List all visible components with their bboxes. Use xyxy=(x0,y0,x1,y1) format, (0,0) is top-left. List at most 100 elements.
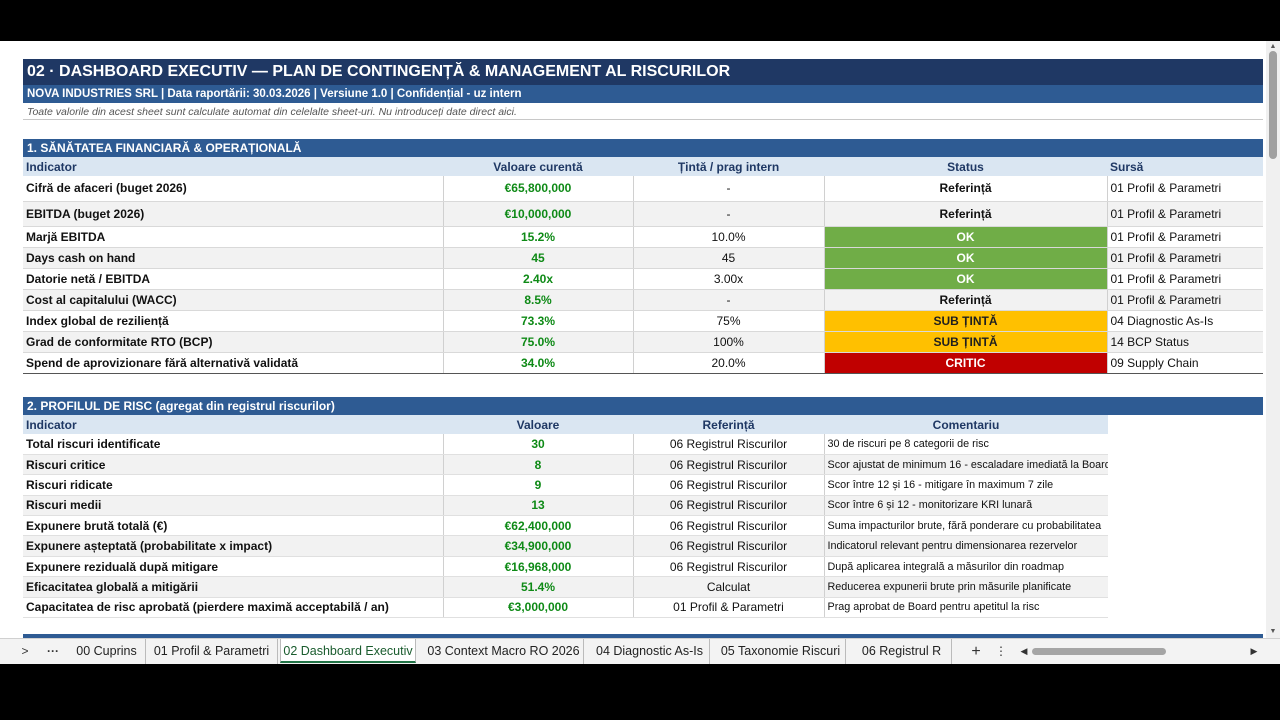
value-cell[interactable]: 75.0% xyxy=(442,331,633,353)
indicator-cell[interactable]: Cifră de afaceri (buget 2026) xyxy=(23,176,443,202)
reference-cell[interactable]: 01 Profil & Parametri xyxy=(632,597,824,619)
source-cell[interactable]: 01 Profil & Parametri xyxy=(1106,268,1263,290)
col-comment[interactable]: Comentariu xyxy=(824,415,1108,434)
worksheet-area[interactable]: 02 · DASHBOARD EXECUTIV — PLAN DE CONTIN… xyxy=(0,41,1266,638)
comment-cell[interactable]: Suma impacturilor brute, fără ponderare … xyxy=(823,515,1108,537)
indicator-cell[interactable]: Marjă EBITDA xyxy=(23,226,443,248)
sheet-tab[interactable]: 01 Profil & Parametri xyxy=(146,639,278,664)
value-cell[interactable]: €65,800,000 xyxy=(442,176,633,202)
reference-cell[interactable]: 06 Registrul Riscurilor xyxy=(632,535,824,557)
col-source[interactable]: Sursă xyxy=(1107,157,1263,176)
tab-scroll-right-icon[interactable]: > xyxy=(21,644,29,658)
value-cell[interactable]: €16,968,000 xyxy=(442,556,633,578)
value-cell[interactable]: 8.5% xyxy=(442,289,633,311)
horizontal-scroll-thumb[interactable] xyxy=(1032,648,1166,655)
value-cell[interactable]: 51.4% xyxy=(442,576,633,598)
reference-cell[interactable]: 06 Registrul Riscurilor xyxy=(632,495,824,517)
target-cell[interactable]: 10.0% xyxy=(632,226,824,248)
value-cell[interactable]: 15.2% xyxy=(442,226,633,248)
status-badge[interactable]: OK xyxy=(823,226,1107,248)
indicator-cell[interactable]: Cost al capitalului (WACC) xyxy=(23,289,443,311)
target-cell[interactable]: 3.00x xyxy=(632,268,824,290)
indicator-cell[interactable]: Riscuri ridicate xyxy=(23,474,443,496)
status-badge[interactable]: Referință xyxy=(823,176,1107,202)
indicator-cell[interactable]: Index global de reziliență xyxy=(23,310,443,332)
value-cell[interactable]: 34.0% xyxy=(442,352,633,374)
target-cell[interactable]: 100% xyxy=(632,331,824,353)
sheet-tab[interactable]: 05 Taxonomie Riscuri xyxy=(716,639,846,664)
reference-cell[interactable]: 06 Registrul Riscurilor xyxy=(632,556,824,578)
source-cell[interactable]: 01 Profil & Parametri xyxy=(1106,247,1263,269)
source-cell[interactable]: 01 Profil & Parametri xyxy=(1106,201,1263,227)
value-cell[interactable]: €34,900,000 xyxy=(442,535,633,557)
comment-cell[interactable]: După aplicarea integrală a măsurilor din… xyxy=(823,556,1108,578)
col-indicator[interactable]: Indicator xyxy=(23,415,443,434)
target-cell[interactable]: - xyxy=(632,201,824,227)
comment-cell[interactable]: Scor ajustat de minimum 16 - escaladare … xyxy=(823,454,1108,476)
status-badge[interactable]: Referință xyxy=(823,201,1107,227)
value-cell[interactable]: 2.40x xyxy=(442,268,633,290)
col-target[interactable]: Țintă / prag intern xyxy=(633,157,824,176)
more-tabs-icon[interactable]: ··· xyxy=(47,644,59,658)
hscroll-left-icon[interactable]: ◀ xyxy=(1020,646,1028,656)
scroll-down-icon[interactable]: ▼ xyxy=(1269,628,1277,635)
col-indicator[interactable]: Indicator xyxy=(23,157,443,176)
indicator-cell[interactable]: Datorie netă / EBITDA xyxy=(23,268,443,290)
col-value[interactable]: Valoare xyxy=(443,415,633,434)
hscroll-right-icon[interactable]: ▶ xyxy=(1250,646,1258,656)
indicator-cell[interactable]: Expunere brută totală (€) xyxy=(23,515,443,537)
status-badge[interactable]: OK xyxy=(823,268,1107,290)
target-cell[interactable]: 75% xyxy=(632,310,824,332)
reference-cell[interactable]: 06 Registrul Riscurilor xyxy=(632,454,824,476)
reference-cell[interactable]: 06 Registrul Riscurilor xyxy=(632,434,824,455)
comment-cell[interactable]: Reducerea expunerii brute prin măsurile … xyxy=(823,576,1108,598)
indicator-cell[interactable]: Spend de aprovizionare fără alternativă … xyxy=(23,352,443,374)
indicator-cell[interactable]: Riscuri medii xyxy=(23,495,443,517)
status-badge[interactable]: OK xyxy=(823,247,1107,269)
target-cell[interactable]: - xyxy=(632,176,824,202)
value-cell[interactable]: €10,000,000 xyxy=(442,201,633,227)
source-cell[interactable]: 09 Supply Chain xyxy=(1106,352,1263,374)
add-sheet-icon[interactable]: + xyxy=(971,643,981,660)
scroll-up-icon[interactable]: ▲ xyxy=(1269,43,1277,50)
indicator-cell[interactable]: Riscuri critice xyxy=(23,454,443,476)
reference-cell[interactable]: Calculat xyxy=(632,576,824,598)
indicator-cell[interactable]: Grad de conformitate RTO (BCP) xyxy=(23,331,443,353)
sheet-tab[interactable]: 00 Cuprins xyxy=(68,639,146,664)
source-cell[interactable]: 14 BCP Status xyxy=(1106,331,1263,353)
col-current-value[interactable]: Valoare curentă xyxy=(443,157,633,176)
value-cell[interactable]: 73.3% xyxy=(442,310,633,332)
target-cell[interactable]: 20.0% xyxy=(632,352,824,374)
indicator-cell[interactable]: Days cash on hand xyxy=(23,247,443,269)
indicator-cell[interactable]: EBITDA (buget 2026) xyxy=(23,201,443,227)
reference-cell[interactable]: 06 Registrul Riscurilor xyxy=(632,474,824,496)
indicator-cell[interactable]: Expunere reziduală după mitigare xyxy=(23,556,443,578)
tab-options-icon[interactable]: ⋮ xyxy=(995,644,1007,658)
source-cell[interactable]: 01 Profil & Parametri xyxy=(1106,176,1263,202)
indicator-cell[interactable]: Total riscuri identificate xyxy=(23,434,443,455)
value-cell[interactable]: 30 xyxy=(442,434,633,455)
value-cell[interactable]: €62,400,000 xyxy=(442,515,633,537)
value-cell[interactable]: 13 xyxy=(442,495,633,517)
scroll-thumb[interactable] xyxy=(1269,51,1277,159)
col-status[interactable]: Status xyxy=(824,157,1107,176)
comment-cell[interactable]: Scor între 6 și 12 - monitorizare KRI lu… xyxy=(823,495,1108,517)
sheet-tab[interactable]: 04 Diagnostic As-Is xyxy=(590,639,710,664)
sheet-tab[interactable]: 02 Dashboard Executiv xyxy=(280,639,416,663)
source-cell[interactable]: 01 Profil & Parametri xyxy=(1106,289,1263,311)
reference-cell[interactable]: 06 Registrul Riscurilor xyxy=(632,515,824,537)
value-cell[interactable]: €3,000,000 xyxy=(442,597,633,619)
value-cell[interactable]: 8 xyxy=(442,454,633,476)
sheet-tab[interactable]: 03 Context Macro RO 2026 xyxy=(424,639,584,664)
vertical-scrollbar[interactable]: ▲ ▼ xyxy=(1266,41,1280,638)
status-badge[interactable]: SUB ȚINTĂ xyxy=(823,331,1107,353)
status-badge[interactable]: SUB ȚINTĂ xyxy=(823,310,1107,332)
comment-cell[interactable]: Scor între 12 și 16 - mitigare în maximu… xyxy=(823,474,1108,496)
col-reference[interactable]: Referință xyxy=(633,415,824,434)
indicator-cell[interactable]: Expunere așteptată (probabilitate x impa… xyxy=(23,535,443,557)
comment-cell[interactable]: Indicatorul relevant pentru dimensionare… xyxy=(823,535,1108,557)
status-badge[interactable]: Referință xyxy=(823,289,1107,311)
value-cell[interactable]: 9 xyxy=(442,474,633,496)
indicator-cell[interactable]: Eficacitatea globală a mitigării xyxy=(23,576,443,598)
indicator-cell[interactable]: Capacitatea de risc aprobată (pierdere m… xyxy=(23,597,443,619)
